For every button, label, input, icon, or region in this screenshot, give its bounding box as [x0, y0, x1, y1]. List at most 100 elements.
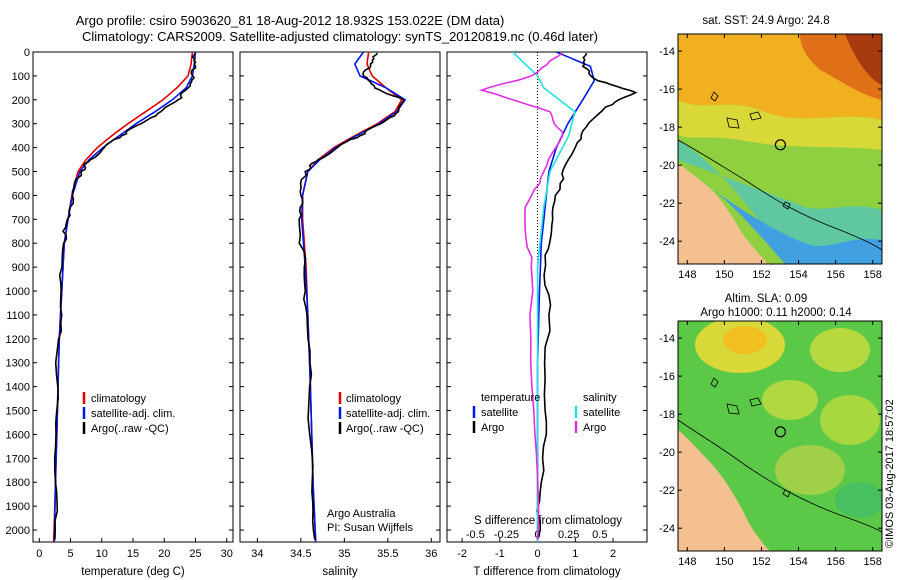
series-line-satellite-adj-clim-	[300, 52, 407, 542]
sst-argo-position-marker	[774, 139, 787, 151]
series-line-climatology	[301, 52, 403, 542]
lon-tick-label: 152	[752, 556, 770, 568]
sla-map-title-line1: Altim. SLA: 0.09	[725, 293, 807, 305]
lon-tick-label: 154	[789, 556, 807, 568]
depth-tick-label: 1100	[6, 310, 30, 322]
difference-series	[478, 52, 638, 542]
legend-label-climatology: climatology	[91, 393, 147, 405]
sst-darkest-patch	[845, 34, 882, 85]
sst-shelf-contour	[678, 139, 882, 251]
s-tick-label: 0.5	[592, 529, 607, 541]
sla-map	[678, 321, 882, 551]
temperature-series	[52, 52, 197, 542]
lat-tick-label: -16	[659, 371, 675, 383]
sla-reef-1	[710, 377, 719, 388]
sla-high-5	[775, 445, 845, 495]
sst-reef-4	[782, 201, 791, 210]
lat-tick-label: -20	[659, 160, 675, 172]
sst-reef-3	[749, 111, 762, 121]
legend-label-argo: Argo(..raw -QC)	[91, 423, 169, 435]
legend-label-t-satellite: satellite	[481, 407, 518, 419]
sst-reef-1	[710, 91, 719, 102]
s-tick-label: -0.5	[466, 529, 485, 541]
depth-tick-label: 1900	[6, 501, 30, 513]
sst-reef-2	[726, 117, 740, 129]
series-line-argo-raw-qc-	[53, 52, 197, 540]
depth-tick-label: 1400	[6, 382, 30, 394]
salinity-x-axis: 34 34.5 35 35.5 36	[251, 538, 437, 560]
lat-tick-label: -14	[659, 333, 675, 345]
sla-high-2	[810, 328, 870, 372]
series-line-salinity-satellite	[512, 52, 576, 542]
difference-legend: temperature salinity satellite Argo sate…	[472, 392, 620, 434]
lon-tick-label: 154	[789, 269, 807, 281]
lat-tick-label: -22	[659, 198, 675, 210]
sla-high-1-core	[723, 326, 767, 354]
depth-tick-label: 600	[12, 190, 30, 202]
salinity-plot-frame	[239, 51, 441, 543]
salinity-series	[298, 52, 407, 542]
x-tick-label: -1	[495, 548, 505, 560]
depth-axis: 0 100 200 300 400 500 600 700 800 900 1000 1100 1200…	[6, 47, 647, 537]
lon-tick-label: 156	[826, 556, 844, 568]
legend-label-t-argo: Argo	[481, 422, 504, 434]
depth-tick-label: 500	[12, 167, 30, 179]
sla-map-title-line2: Argo h1000: 0.11 h2000: 0.14	[700, 307, 852, 319]
depth-tick-label: 1300	[6, 358, 30, 370]
x-tick-label: 0	[36, 548, 42, 560]
sst-map-frame	[677, 33, 883, 265]
sst-land	[678, 163, 768, 264]
sla-reef-2	[726, 403, 740, 415]
sst-map-axes: 148 150 152 154 156 158 -14 -16 -18 -20 -22 -24	[659, 34, 882, 281]
temperature-x-axis: 0 5 10 15 20 25 30	[36, 538, 233, 560]
depth-tick-label: 2000	[6, 525, 30, 537]
depth-tick-label: 300	[12, 119, 30, 131]
lon-tick-label: 156	[826, 269, 844, 281]
series-line-salinity-argo	[478, 52, 564, 540]
lat-tick-label: -16	[659, 84, 675, 96]
lat-tick-label: -14	[659, 46, 675, 58]
lat-tick-label: -18	[659, 122, 675, 134]
s-tick-label: 0.25	[558, 529, 579, 541]
sst-map	[678, 34, 882, 264]
program-note: Argo Australia	[327, 508, 396, 520]
lon-tick-label: 148	[678, 269, 696, 281]
x-tick-label: -2	[457, 548, 467, 560]
legend-label-s-satellite: satellite	[583, 407, 620, 419]
series-line-argo-raw-qc-	[298, 52, 405, 540]
sla-land	[678, 430, 770, 551]
depth-tick-label: 1200	[6, 334, 30, 346]
depth-tick-label: 900	[12, 262, 30, 274]
x-tick-label: 1	[572, 548, 578, 560]
lat-tick-label: -18	[659, 409, 675, 421]
x-tick-label: 20	[158, 548, 170, 560]
lat-tick-label: -22	[659, 485, 675, 497]
x-tick-label: 25	[189, 548, 201, 560]
s-tick-label: -0.25	[494, 529, 519, 541]
sla-map-frame	[677, 320, 883, 552]
x-tick-label: 35.5	[377, 548, 398, 560]
series-line-temperature-satellite	[536, 52, 596, 542]
depth-tick-label: 200	[12, 95, 30, 107]
temperature-axis-label: temperature (deg C)	[81, 566, 185, 578]
legend-header-temperature: temperature	[481, 392, 540, 404]
salinity-axis-label: salinity	[322, 566, 357, 578]
sla-reef-3	[749, 397, 762, 407]
sla-argo-position-marker	[774, 426, 787, 438]
x-tick-label: 10	[96, 548, 108, 560]
salinity-legend: climatology satellite-adj. clim. Argo(..…	[327, 392, 430, 534]
x-tick-label: 35	[338, 548, 350, 560]
legend-label-satellite: satellite-adj. clim.	[91, 408, 175, 420]
sla-shelf-contour	[678, 419, 882, 533]
x-tick-label: 2	[610, 548, 616, 560]
sst-map-title: sat. SST: 24.9 Argo: 24.8	[702, 15, 829, 27]
depth-tick-label: 100	[12, 71, 30, 83]
lon-tick-label: 152	[752, 269, 770, 281]
sla-high-3	[762, 380, 818, 420]
legend-header-salinity: salinity	[583, 392, 617, 404]
depth-tick-label: 0	[24, 47, 30, 59]
x-tick-label: 5	[67, 548, 73, 560]
lat-tick-label: -24	[659, 523, 675, 535]
